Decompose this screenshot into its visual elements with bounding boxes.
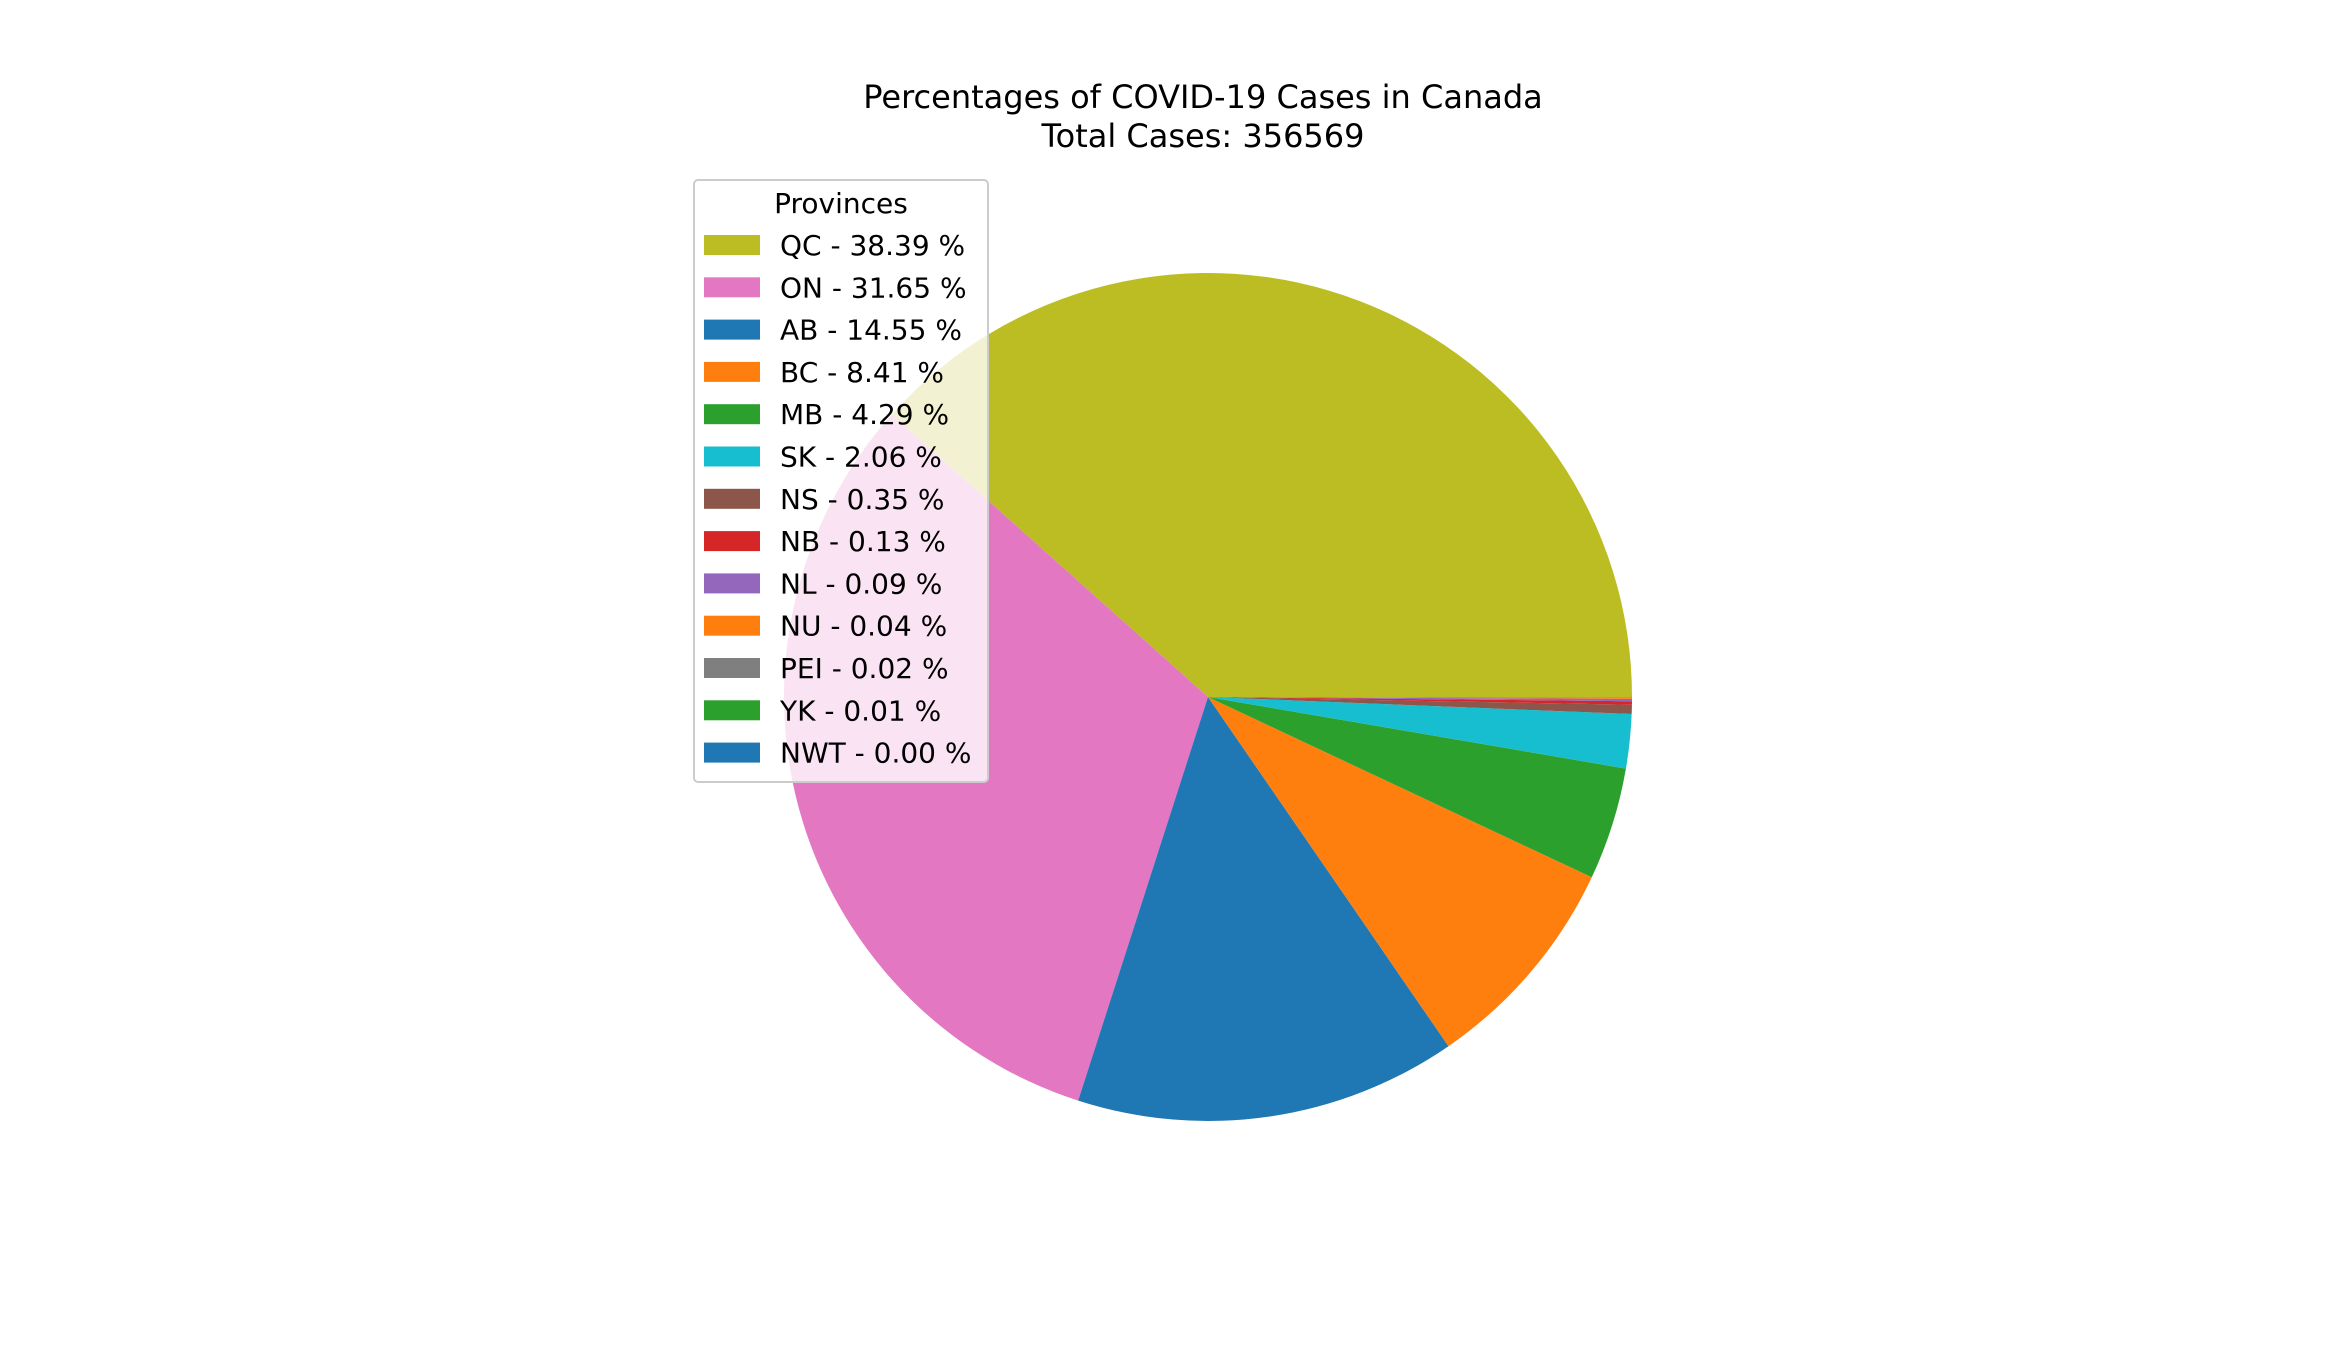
legend-swatch-mb [704,404,760,425]
chart-title: Percentages of COVID-19 Cases in Canada [863,78,1543,116]
legend-label-qc: QC - 38.39 % [780,229,965,262]
legend-label-sk: SK - 2.06 % [780,441,942,474]
legend-label-bc: BC - 8.41 % [780,356,944,389]
legend-items: QC - 38.39 % ON - 31.65 % AB - 14.55 % BC -… [704,229,972,770]
legend-swatch-sk [704,446,760,467]
legend-label-yk: YK - 0.01 % [779,694,941,727]
legend-frame [693,179,989,783]
legend-label-on: ON - 31.65 % [780,271,967,304]
legend-item-yk: YK - 0.01 % [704,694,941,727]
pie-slice-nb [1208,697,1632,705]
legend-swatch-nu [704,615,760,636]
legend-label-ns: NS - 0.35 % [780,483,944,516]
legend-label-nb: NB - 0.13 % [780,525,946,558]
legend-item-pei: PEI - 0.02 % [704,652,949,685]
legend-label-mb: MB - 4.29 % [780,398,949,431]
chart-title-container: Percentages of COVID-19 Cases in Canada [0,78,2334,116]
legend-item-nl: NL - 0.09 % [704,567,942,600]
pie-slices [784,273,1632,1121]
legend-swatch-yk [704,700,760,721]
legend-label-pei: PEI - 0.02 % [780,652,949,685]
legend-swatch-nl [704,573,760,594]
legend-label-nwt: NWT - 0.00 % [780,737,972,770]
legend-label-nl: NL - 0.09 % [780,567,942,600]
legend-swatch-ab [704,319,760,340]
pie-slice-pei [1208,697,1632,698]
pie-slice-bc [1208,697,1592,1047]
legend-swatch-qc [704,235,760,255]
legend-item-nu: NU - 0.04 % [704,610,947,643]
legend-item-nb: NB - 0.13 % [704,525,946,558]
legend-swatch-on [704,277,760,298]
legend-item-mb: MB - 4.29 % [704,398,949,431]
legend-item-sk: SK - 2.06 % [704,441,942,474]
legend-swatch-bc [704,361,760,382]
pie-slice-sk [1208,697,1632,769]
pie-slice-ab [1078,697,1449,1121]
legend-swatch-pei [704,658,760,678]
pie-slice-qc [891,273,1632,697]
chart-subtitle: Total Cases: 356569 [1041,117,1365,155]
legend-swatch-nwt [704,742,760,763]
pie-slice-ns [1208,697,1632,715]
legend-label-ab: AB - 14.55 % [780,314,962,347]
chart-subtitle-container: Total Cases: 356569 [0,117,2334,155]
legend-item-bc: BC - 8.41 % [704,356,944,389]
legend-item-on: ON - 31.65 % [704,271,967,304]
legend-label-nu: NU - 0.04 % [780,610,947,643]
legend-swatch-ns [704,488,760,509]
legend-item-nwt: NWT - 0.00 % [704,737,972,770]
legend-swatch-nb [704,531,760,552]
legend-item-qc: QC - 38.39 % [704,229,965,262]
pie-slice-nl [1208,697,1632,702]
pie-slice-mb [1208,697,1626,878]
pie-slice-nu [1208,697,1632,699]
legend-title: Provinces [774,187,908,220]
legend-item-ab: AB - 14.55 % [704,314,962,347]
legend-item-ns: NS - 0.35 % [704,483,944,516]
legend: Provinces QC - 38.39 % ON - 31.65 % AB - 1… [693,179,989,783]
